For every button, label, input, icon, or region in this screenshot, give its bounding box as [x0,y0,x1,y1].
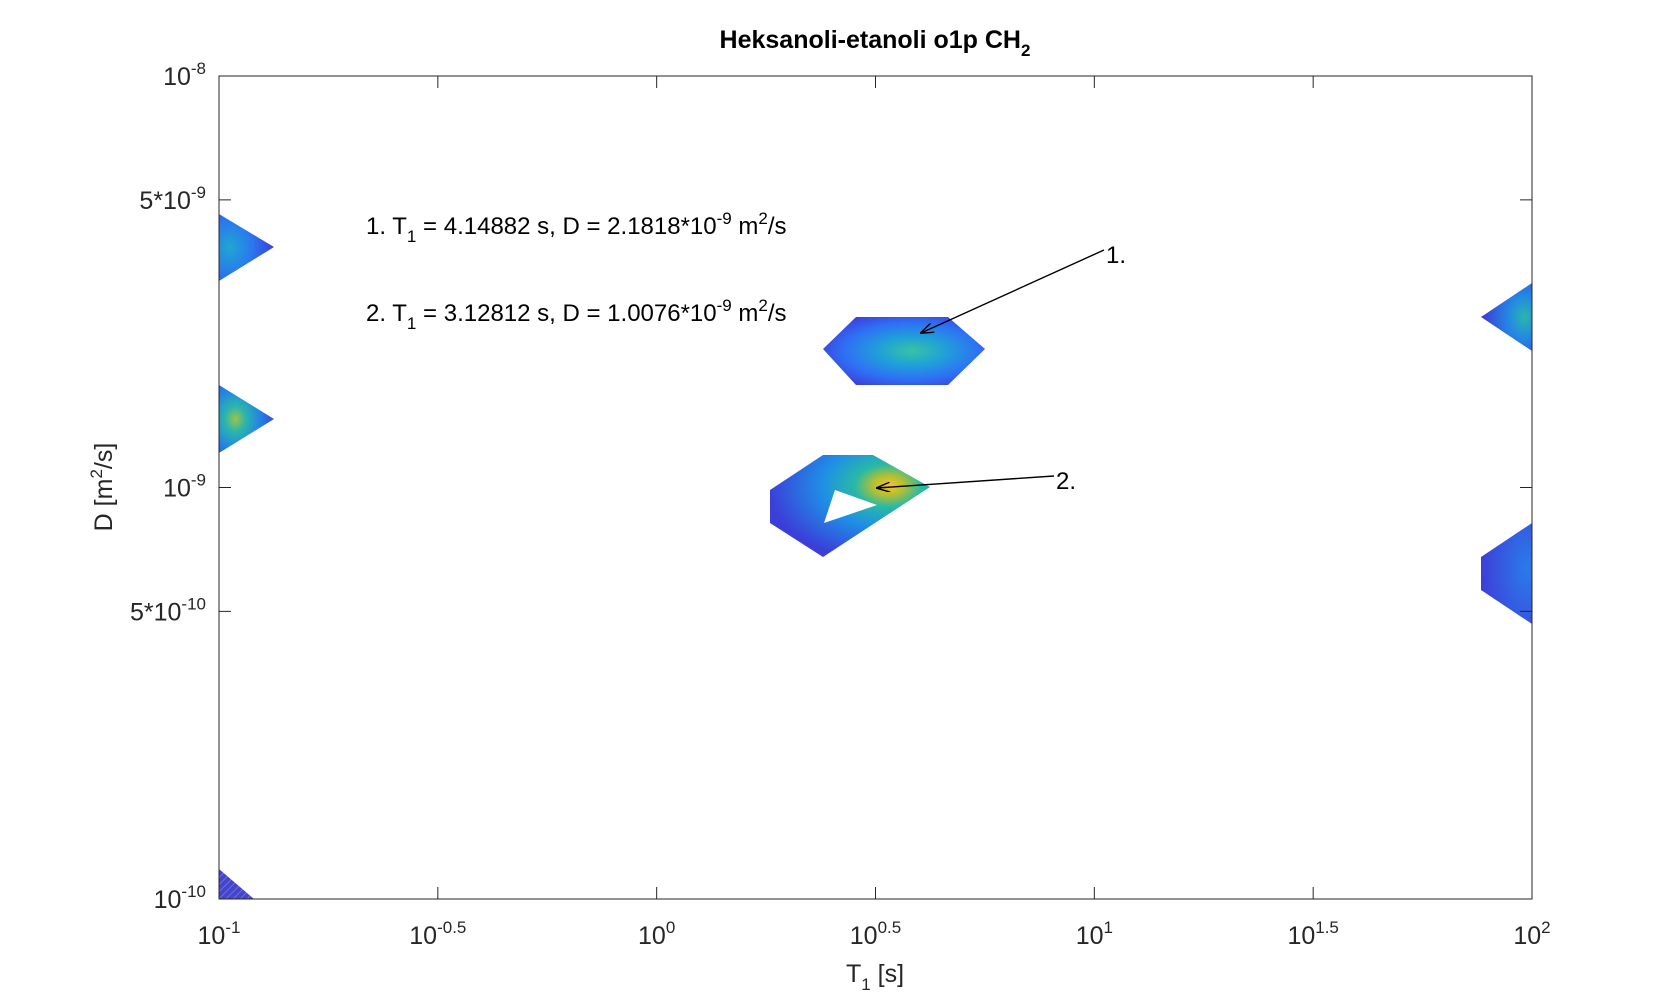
x-tick-label: 10-1 [198,918,241,950]
annotation-2-arrow [877,475,1055,488]
x-tick-label: 101 [1076,918,1113,950]
y-ticks: 10-10 5*10-10 10-9 5*10-9 10-8 [130,59,1532,914]
edge-contour-right-upper [1481,283,1532,351]
y-tick-label: 10-10 [154,882,206,914]
x-tick-label: 100.5 [850,918,901,950]
x-tick-label: 100 [638,918,675,950]
y-axis-label: D [m2/s] [87,443,118,532]
contour-layer [219,214,1532,899]
x-tick-label: 102 [1513,918,1550,950]
peak-1-contour [823,317,985,385]
x-tick-label: 101.5 [1287,918,1338,950]
annotation-1-arrow [921,249,1105,333]
y-tick-label: 5*10-10 [130,594,206,626]
y-tick-label: 10-8 [163,59,206,91]
peak-2-hole [824,490,877,523]
y-tick-label: 10-9 [163,471,206,503]
edge-contour-left-upper [219,214,274,281]
annotation-1-text: 1. T1 = 4.14882 s, D = 2.1818*10-9 m2/s [366,209,787,246]
y-tick-label: 5*10-9 [139,183,206,215]
edge-contour-left-middle [219,385,274,453]
annotation-2-label: 2. [1056,468,1076,495]
edge-contour-left-bottom [219,869,254,899]
edge-contour-right-lower [1481,523,1532,624]
x-ticks: 10-1 10-0.5 100 100.5 101 101.5 102 [198,76,1551,950]
x-axis-label: T1 [s] [846,960,904,994]
x-tick-label: 10-0.5 [409,918,466,950]
annotation-2-text: 2. T1 = 3.12812 s, D = 1.0076*10-9 m2/s [366,296,787,333]
annotation-1-label: 1. [1106,242,1126,269]
chart-title: Heksanoli-etanoli o1p CH2 [720,26,1031,60]
